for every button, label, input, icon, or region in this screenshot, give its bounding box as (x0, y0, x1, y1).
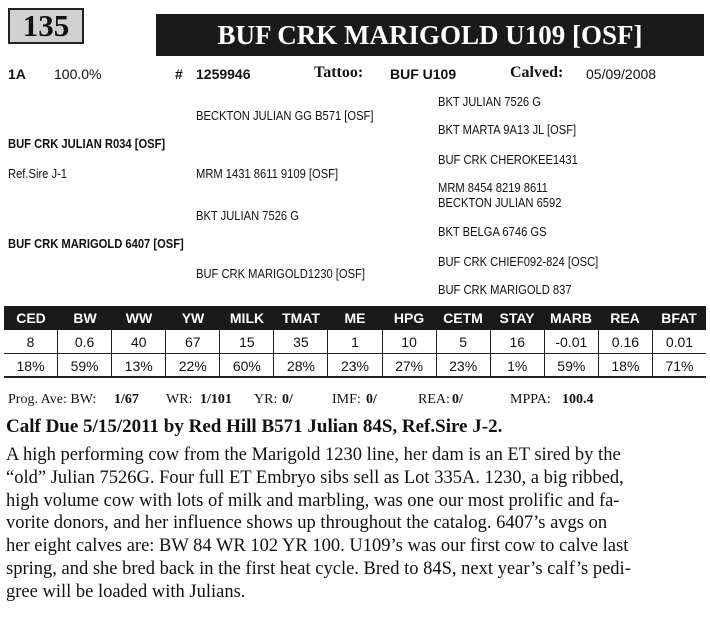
epd-value: 5 (435, 330, 490, 354)
tattoo-label: Tattoo: (314, 64, 364, 81)
epd-percentile: 23% (435, 354, 490, 378)
epd-value: 35 (273, 330, 328, 354)
epd-header: CETM (443, 310, 483, 326)
epd-header: CED (16, 310, 46, 326)
prog-mppa-label: MPPA: (510, 392, 551, 407)
epd-value: 67 (165, 330, 220, 354)
description-line: her eight calves are: BW 84 WR 102 YR 10… (6, 536, 629, 557)
epd-header: MARB (550, 310, 592, 326)
reg-label: # (175, 66, 183, 82)
description-line: “old” Julian 7526G. Four full ET Embryo … (6, 467, 624, 488)
epd-value: 15 (219, 330, 274, 354)
prog-yr-value: 0/ (282, 392, 293, 407)
animal-title: BUF CRK MARIGOLD U109 [OSF] (156, 14, 704, 56)
pedigree-sds: BUF CRK CHEROKEE1431 (438, 152, 578, 167)
pedigree-dds: BUF CRK CHIEF092-824 [OSC] (438, 254, 599, 269)
pedigree-dss: BECKTON JULIAN 6592 (438, 195, 562, 210)
epd-percentile: 22% (165, 354, 220, 378)
description-line: spring, and she bred back in the first h… (6, 558, 631, 579)
epd-value: 8 (4, 330, 58, 354)
pedigree-sdd: MRM 8454 8219 8611 (438, 180, 548, 195)
epd-header: BW (73, 310, 97, 326)
pedigree-ref-sire: Ref.Sire J-1 (8, 166, 68, 181)
description-line: gree will be loaded with Julians. (6, 581, 246, 602)
epd-value: 10 (381, 330, 436, 354)
epd-value: 0.6 (57, 330, 112, 354)
pedigree-dam: BUF CRK MARIGOLD 6407 [OSF] (8, 236, 184, 251)
calf-due-line: Calf Due 5/15/2011 by Red Hill B571 Juli… (6, 416, 503, 437)
percent-value: 100.0% (54, 66, 102, 82)
epd-header-row: CED BW WW YW MILK TMAT ME HPG CETM STAY … (4, 306, 706, 330)
pedigree-dam-dam: BUF CRK MARIGOLD1230 [OSF] (196, 266, 365, 281)
prog-mppa-value: 100.4 (562, 392, 594, 407)
pedigree-dam-sire: BKT JULIAN 7526 G (196, 208, 299, 223)
epd-header: ME (344, 310, 366, 326)
prog-bw-label: Prog. Ave: BW: (8, 392, 97, 407)
epd-header: TMAT (282, 310, 320, 326)
epd-percentile: 71% (651, 354, 707, 378)
prog-wr-label: WR: (166, 392, 193, 407)
pedigree-ddd: BUF CRK MARIGOLD 837 (438, 282, 572, 297)
epd-header: BFAT (661, 310, 697, 326)
epd-values-row: 8 0.6 40 67 15 35 1 10 5 16 -0.01 0.16 0… (4, 330, 707, 354)
epd-percentile: 1% (489, 354, 544, 378)
epd-header: WW (125, 310, 153, 326)
epd-value: 0.16 (597, 330, 652, 354)
epd-percentile-row: 18% 59% 13% 22% 60% 28% 23% 27% 23% 1% 5… (4, 354, 707, 378)
pedigree-ssd: BKT MARTA 9A13 JL [OSF] (438, 122, 577, 137)
pedigree-dsd: BKT BELGA 6746 GS (438, 224, 547, 239)
epd-value: 40 (111, 330, 166, 354)
epd-header: HPG (393, 310, 425, 326)
prog-rea-label: REA: (418, 392, 450, 407)
description-line: vorite donors, and her influence shows u… (6, 513, 608, 534)
pedigree-sire: BUF CRK JULIAN R034 [OSF] (8, 136, 166, 151)
prog-imf-value: 0/ (366, 392, 377, 407)
epd-percentile: 59% (543, 354, 598, 378)
epd-percentile: 59% (57, 354, 112, 378)
epd-value: 16 (489, 330, 544, 354)
tattoo-value: BUF U109 (390, 66, 457, 82)
lot-number: 135 (8, 8, 84, 44)
epd-percentile: 60% (219, 354, 274, 378)
epd-percentile: 13% (111, 354, 166, 378)
description-line: high volume cow with lots of milk and ma… (6, 490, 620, 511)
calved-label: Calved: (510, 64, 564, 81)
class-code: 1A (8, 66, 26, 82)
epd-percentile: 23% (327, 354, 382, 378)
pedigree-sire-sire: BECKTON JULIAN GG B571 [OSF] (196, 108, 374, 123)
prog-bw-value: 1/67 (114, 392, 139, 407)
epd-header: YW (181, 310, 205, 326)
prog-wr-value: 1/101 (200, 392, 232, 407)
description: A high performing cow from the Marigold … (6, 444, 706, 604)
prog-imf-label: IMF: (332, 392, 361, 407)
prog-rea-value: 0/ (452, 392, 463, 407)
epd-value: 1 (327, 330, 382, 354)
calved-date: 05/09/2008 (586, 66, 657, 82)
epd-percentile: 18% (597, 354, 652, 378)
epd-percentile: 28% (273, 354, 328, 378)
pedigree-sire-dam: MRM 1431 8611 9109 [OSF] (196, 166, 339, 181)
description-line: A high performing cow from the Marigold … (6, 445, 621, 465)
epd-percentile: 27% (381, 354, 436, 378)
epd-table: CED BW WW YW MILK TMAT ME HPG CETM STAY … (4, 306, 707, 378)
epd-value: -0.01 (543, 330, 598, 354)
epd-header: REA (610, 310, 640, 326)
epd-header: STAY (499, 310, 535, 326)
epd-value: 0.01 (651, 330, 707, 354)
reg-number: 1259946 (196, 66, 251, 82)
pedigree-sss: BKT JULIAN 7526 G (438, 94, 541, 109)
epd-header: MILK (229, 310, 265, 326)
prog-yr-label: YR: (254, 392, 278, 407)
epd-percentile: 18% (4, 354, 58, 378)
